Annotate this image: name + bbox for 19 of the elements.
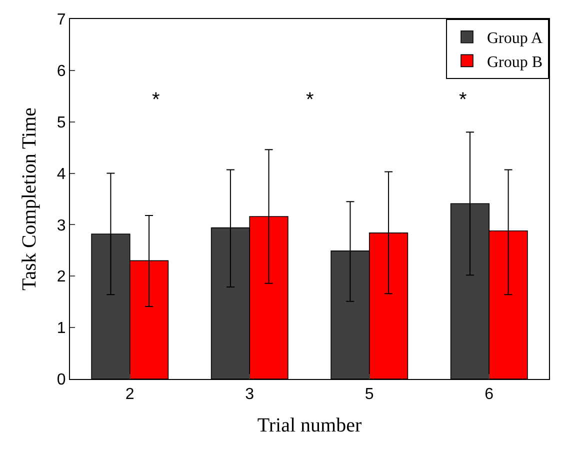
y-tick-label: 0 <box>56 372 66 389</box>
annotation: * <box>459 89 467 111</box>
x-axis-title: Trial number <box>257 414 362 437</box>
y-axis-title: Task Completion Time <box>18 107 40 291</box>
x-tick-label: 6 <box>484 386 494 404</box>
y-tick-label: 3 <box>56 217 66 234</box>
x-tick-label: 2 <box>125 386 134 404</box>
y-tick-label: 4 <box>56 166 66 183</box>
y-tick-label: 1 <box>56 320 66 338</box>
y-tick-label: 2 <box>56 268 66 286</box>
annotation: * <box>306 89 314 111</box>
legend-label: Group A <box>487 30 543 48</box>
x-tick-label: 5 <box>364 386 374 404</box>
y-tick-label: 7 <box>56 12 66 29</box>
x-tick-label: 3 <box>245 386 254 404</box>
legend-label: Group B <box>487 54 543 71</box>
annotation: * <box>152 89 160 111</box>
y-tick-label: 5 <box>56 114 66 132</box>
y-tick-label: 6 <box>56 63 66 80</box>
